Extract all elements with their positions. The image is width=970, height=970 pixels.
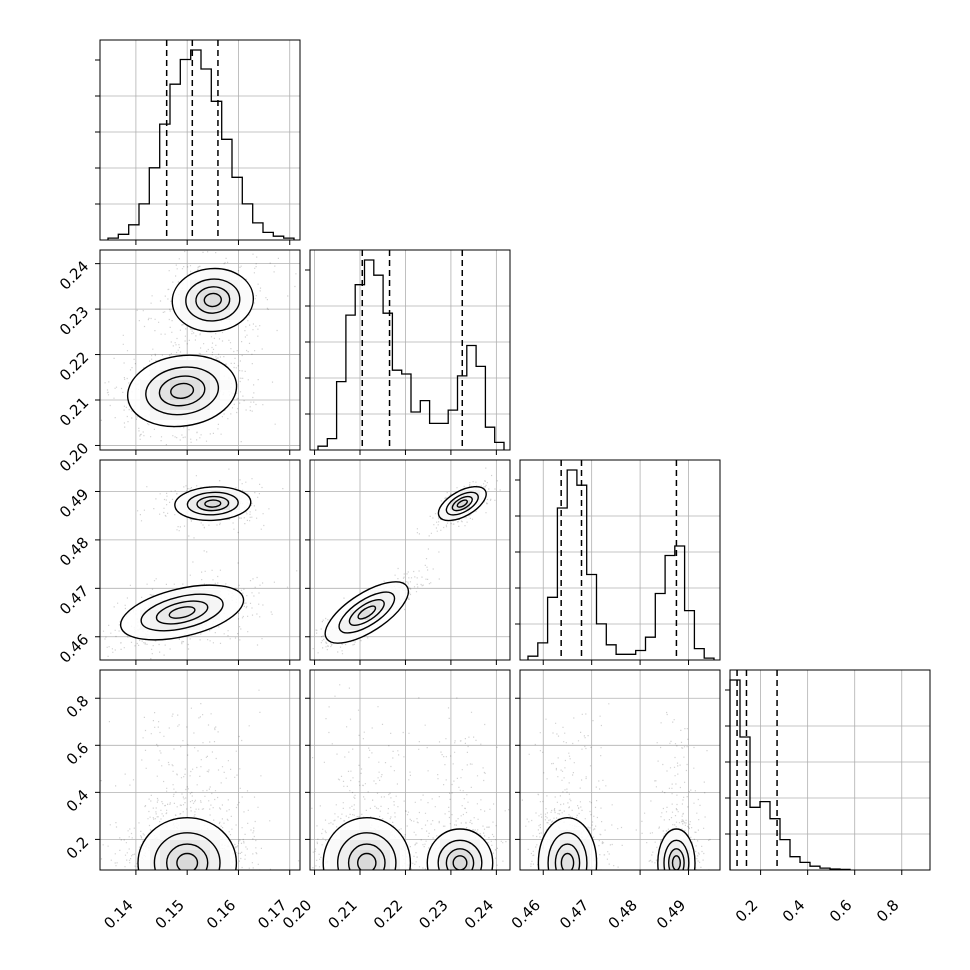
x-tick-label-3-0: 0.2: [732, 896, 762, 926]
panel-frame-3-1: [309, 669, 511, 871]
panel-frame-2-2: [519, 459, 721, 661]
x-tick-label-2-3: 0.49: [653, 896, 689, 932]
contour-3-1-0-3: [357, 852, 377, 870]
contour-1-0-1-2: [195, 286, 231, 314]
y-tick-label-1-1: 0.21: [56, 394, 92, 430]
x-tick-label-3-1: 0.4: [779, 896, 809, 926]
contour-3-2-1-3: [671, 855, 681, 870]
x-tick-label-3-3: 0.8: [873, 896, 903, 926]
contour-3-0-0-0: [137, 817, 238, 870]
x-tick-label-1-0: 0.20: [279, 896, 315, 932]
contour-2-0-1-2: [196, 495, 230, 512]
panel-frame-2-1: [309, 459, 511, 661]
contour-2-1-1-3: [456, 499, 468, 508]
contour-1-0-1-1: [185, 278, 241, 322]
contour-3-2-0-1: [547, 832, 588, 870]
contour-3-1-1-3: [452, 855, 468, 870]
panel-backgrounds: [100, 40, 930, 870]
contour-2-1-1-2: [451, 495, 473, 512]
contour-1-0-1-3: [203, 292, 222, 308]
y-tick-label-3-3: 0.8: [63, 692, 93, 722]
contour-3-0-0-3: [176, 852, 199, 870]
x-tick-label-0-2: 0.16: [203, 896, 239, 932]
y-tick-label-2-1: 0.47: [56, 582, 92, 618]
contour-2-0-0-0: [119, 584, 245, 641]
contour-3-1-1-2: [445, 848, 475, 870]
contour-2-1-0-3: [357, 605, 377, 620]
contour-lines: [119, 267, 696, 870]
x-tick-label-3-2: 0.6: [826, 896, 856, 926]
x-tick-label-1-2: 0.22: [370, 896, 406, 932]
panel-bg-0-0: [100, 40, 300, 240]
contour-3-1-1-1: [437, 839, 483, 870]
contour-2-0-1-1: [186, 491, 239, 516]
contour-3-2-1-0: [657, 828, 696, 870]
y-tick-label-2-0: 0.46: [56, 630, 92, 666]
y-tick-label-2-2: 0.48: [56, 534, 92, 570]
contour-2-1-1-0: [437, 485, 487, 522]
y-tick-label-1-3: 0.23: [56, 303, 92, 339]
y-tick-label-1-0: 0.20: [56, 439, 92, 475]
contour-2-0-1-3: [204, 499, 222, 508]
contour-3-1-0-1: [337, 832, 397, 870]
panel-frame-2-0: [99, 459, 301, 661]
contour-2-1-0-1: [338, 591, 396, 634]
contour-3-2-0-0: [537, 817, 598, 870]
contour-3-1-0-2: [347, 843, 386, 870]
histogram-1: [317, 259, 505, 450]
panel-frame-1-0: [99, 249, 301, 451]
histograms: [107, 40, 851, 871]
panel-bg-1-1: [310, 250, 510, 450]
x-tick-label-2-0: 0.46: [508, 896, 544, 932]
contour-3-2-0-3: [560, 852, 575, 870]
y-tick-label-3-1: 0.4: [63, 786, 93, 816]
x-tick-label-0-0: 0.14: [100, 896, 136, 932]
y-tick-label-3-2: 0.6: [63, 739, 93, 769]
panel-bg-3-3: [730, 670, 930, 870]
contour-1-0-0-3: [170, 382, 195, 400]
contour-2-1-0-2: [348, 599, 385, 626]
tick-marks: [95, 59, 903, 875]
x-tick-label-1-1: 0.21: [324, 896, 360, 932]
histogram-3: [729, 679, 851, 871]
contour-2-0-0-2: [155, 600, 209, 625]
contour-2-1-1-1: [445, 491, 479, 516]
x-tick-label-2-2: 0.48: [605, 896, 641, 932]
panel-frame-0-0: [99, 39, 301, 241]
panel-bg-2-2: [520, 460, 720, 660]
contour-2-1-0-0: [324, 581, 410, 644]
x-tick-label-1-3: 0.23: [415, 896, 451, 932]
x-tick-label-0-1: 0.15: [152, 896, 188, 932]
panel-frame-3-0: [99, 669, 301, 871]
panel-frames: [99, 39, 931, 871]
y-tick-label-1-2: 0.22: [56, 348, 92, 384]
panel-frame-3-2: [519, 669, 721, 871]
x-tick-label-2-1: 0.47: [556, 896, 592, 932]
contour-2-0-0-3: [168, 606, 196, 619]
contour-3-0-0-1: [153, 832, 221, 870]
contour-3-2-1-2: [668, 848, 685, 870]
contour-1-0-1-0: [171, 267, 255, 333]
histogram-0: [107, 49, 295, 240]
contour-3-1-0-0: [322, 817, 412, 870]
panel-frame-3-3: [729, 669, 931, 871]
contour-3-1-1-0: [426, 828, 494, 870]
y-tick-label-2-3: 0.49: [56, 485, 92, 521]
contour-3-2-0-2: [554, 843, 581, 870]
contour-1-0-0-1: [145, 366, 220, 416]
panel-frame-1-1: [309, 249, 511, 451]
contour-1-0-0-2: [158, 375, 206, 407]
contour-3-2-1-1: [663, 839, 690, 870]
y-tick-label-1-4: 0.24: [56, 257, 92, 293]
y-tick-label-3-0: 0.2: [63, 833, 93, 863]
contour-2-0-0-1: [140, 593, 224, 632]
contour-3-0-0-2: [166, 843, 209, 870]
histogram-2: [527, 469, 715, 660]
x-tick-label-1-4: 0.24: [461, 896, 497, 932]
